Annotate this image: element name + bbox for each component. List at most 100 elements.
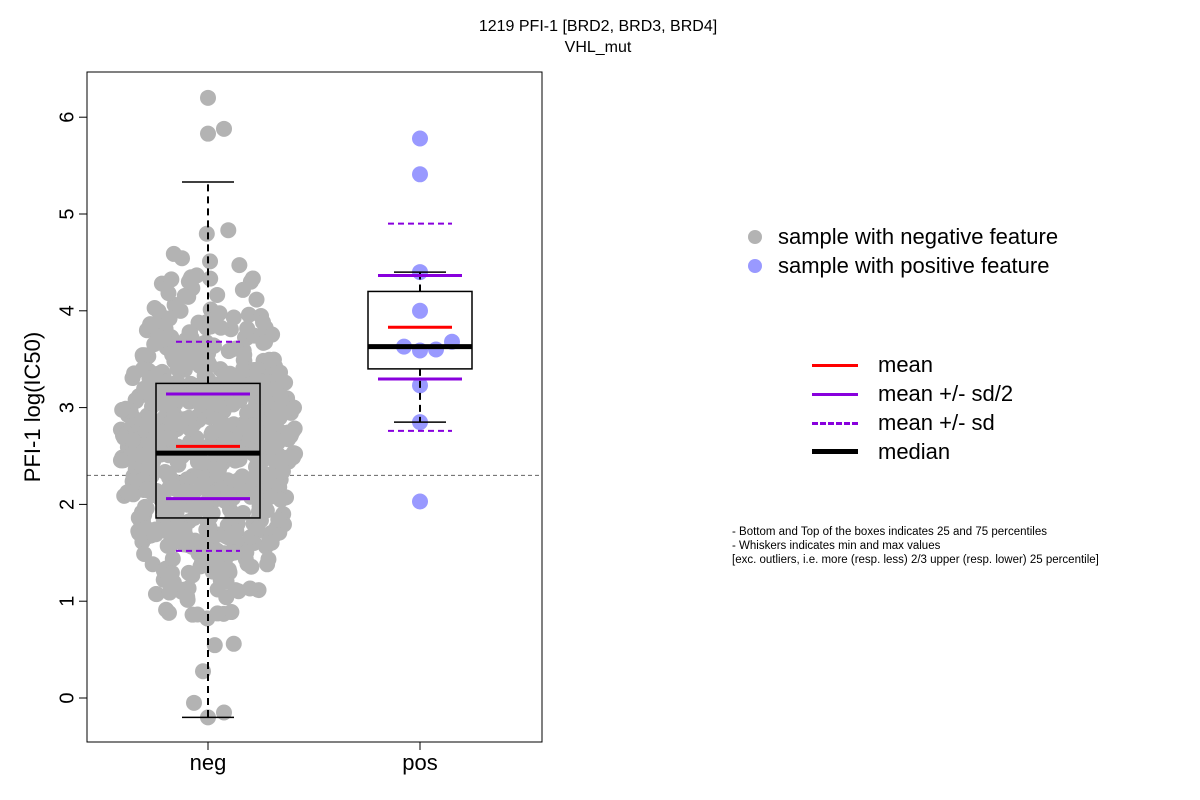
neg-point bbox=[272, 491, 289, 508]
neg-point bbox=[248, 291, 265, 308]
neg-point bbox=[208, 315, 225, 332]
x-tick-label: pos bbox=[402, 750, 437, 775]
pos-point bbox=[428, 341, 444, 358]
neg-point bbox=[180, 288, 197, 305]
neg-point bbox=[166, 388, 183, 405]
y-tick-label: 6 bbox=[56, 112, 78, 123]
neg-point bbox=[114, 401, 131, 418]
neg-point bbox=[220, 529, 237, 546]
neg-point bbox=[249, 520, 266, 537]
y-tick-label: 4 bbox=[56, 305, 78, 316]
neg-point bbox=[179, 591, 196, 608]
neg-point bbox=[250, 503, 267, 520]
neg-point bbox=[204, 424, 221, 441]
neg-point bbox=[257, 334, 274, 351]
y-tick-label: 3 bbox=[56, 402, 78, 413]
neg-point bbox=[150, 328, 167, 345]
neg-point bbox=[139, 415, 156, 432]
neg-point bbox=[271, 409, 288, 426]
neg-point bbox=[231, 257, 248, 274]
sd-line-icon bbox=[812, 422, 858, 425]
neg-point bbox=[200, 125, 216, 142]
neg-point bbox=[124, 432, 141, 449]
neg-point bbox=[194, 475, 211, 492]
neg-point bbox=[164, 346, 181, 363]
neg-point bbox=[238, 544, 255, 561]
neg-point bbox=[198, 496, 215, 513]
neg-point bbox=[222, 342, 239, 359]
neg-point bbox=[272, 364, 289, 381]
neg-point bbox=[198, 225, 215, 242]
legend-median-label: median bbox=[878, 439, 951, 464]
sd2-line-icon bbox=[812, 393, 858, 396]
neg-point bbox=[216, 367, 233, 384]
neg-point bbox=[157, 373, 174, 390]
y-tick-label: 2 bbox=[56, 499, 78, 510]
neg-point bbox=[181, 565, 198, 582]
neg-point bbox=[155, 501, 172, 518]
pos-point bbox=[412, 130, 428, 147]
neg-point bbox=[202, 253, 219, 270]
neg-point bbox=[286, 399, 303, 416]
x-tick-label: neg bbox=[190, 750, 227, 775]
neg-point bbox=[234, 468, 251, 485]
neg-point bbox=[186, 694, 202, 711]
neg-point bbox=[134, 347, 151, 364]
chart-subtitle: VHL_mut bbox=[564, 39, 632, 56]
median-line-icon bbox=[812, 449, 858, 454]
neg-point bbox=[280, 424, 297, 441]
neg-point bbox=[164, 550, 181, 567]
note-line: - Bottom and Top of the boxes indicates … bbox=[732, 526, 1047, 538]
y-tick-label: 0 bbox=[56, 692, 78, 703]
neg-point bbox=[242, 580, 259, 597]
note-line: [exc. outliers, i.e. more (resp. less) 2… bbox=[732, 554, 1099, 566]
neg-point bbox=[142, 480, 159, 497]
neg-point bbox=[215, 416, 232, 433]
pos-point bbox=[412, 166, 428, 183]
neg-dot-icon bbox=[748, 230, 762, 244]
neg-point bbox=[239, 405, 256, 422]
neg-point bbox=[179, 471, 196, 488]
neg-point bbox=[254, 373, 271, 390]
neg-point bbox=[236, 346, 253, 363]
neg-point bbox=[220, 561, 237, 578]
neg-point bbox=[169, 453, 186, 470]
neg-point bbox=[218, 428, 235, 445]
neg-point bbox=[220, 222, 237, 239]
neg-point bbox=[161, 310, 178, 327]
neg-point bbox=[142, 316, 159, 333]
pos-point bbox=[412, 302, 428, 319]
neg-point bbox=[141, 370, 158, 387]
neg-point bbox=[261, 351, 278, 368]
neg-point bbox=[267, 381, 284, 398]
neg-point bbox=[216, 704, 232, 721]
neg-point bbox=[218, 573, 235, 590]
neg-point bbox=[192, 453, 209, 470]
neg-point bbox=[148, 586, 165, 603]
pos-point bbox=[412, 493, 428, 510]
neg-point bbox=[239, 320, 256, 337]
neg-point bbox=[184, 341, 201, 358]
neg-point bbox=[112, 452, 129, 469]
neg-point bbox=[209, 286, 226, 303]
neg-point bbox=[165, 245, 182, 262]
mean-line-icon bbox=[812, 364, 858, 367]
legend-mean-label: mean bbox=[878, 352, 934, 377]
chart-title: 1219 PFI-1 [BRD2, BRD3, BRD4] bbox=[478, 18, 718, 35]
neg-point bbox=[186, 497, 203, 514]
neg-point bbox=[240, 306, 257, 323]
neg-point bbox=[225, 309, 242, 326]
neg-point bbox=[236, 418, 253, 435]
neg-point bbox=[244, 270, 261, 287]
neg-point bbox=[263, 534, 280, 551]
neg-point bbox=[200, 89, 216, 106]
legend-neg-label: sample with negative feature bbox=[778, 224, 1059, 249]
neg-point bbox=[224, 508, 241, 525]
neg-point bbox=[136, 545, 153, 562]
plot-frame bbox=[86, 71, 543, 743]
neg-point bbox=[160, 285, 177, 302]
neg-point bbox=[119, 484, 136, 501]
neg-point bbox=[192, 396, 209, 413]
neg-point bbox=[142, 436, 159, 453]
